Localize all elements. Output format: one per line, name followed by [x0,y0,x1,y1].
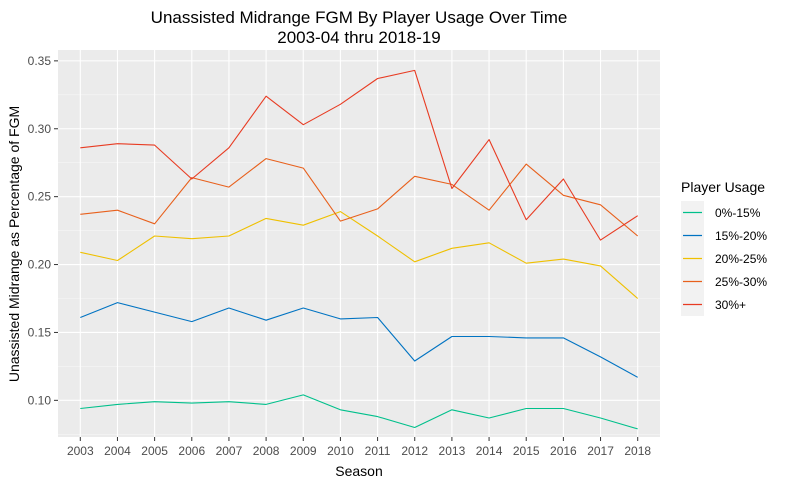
series-line [80,394,638,430]
legend-label: 25%-30% [715,275,767,289]
legend-label: 15%-20% [715,229,767,243]
legend-label: 20%-25% [715,252,767,266]
x-tick-label: 2012 [401,444,428,458]
x-tick-label: 2003 [67,444,94,458]
x-tick-label: 2004 [104,444,131,458]
legend-label: 0%-15% [715,206,761,220]
chart-subtitle: 2003-04 thru 2018-19 [277,28,441,47]
series-line [80,69,639,241]
x-axis-title: Season [335,463,382,479]
y-tick-label: 0.15 [28,325,52,339]
x-tick-label: 2010 [327,444,354,458]
y-tick-label: 0.35 [28,54,52,68]
x-axis: 2003 2004 2005 2006 2007 2008 2009 2010 2011 2012… [67,437,651,458]
x-tick-label: 2014 [476,444,503,458]
x-tick-label: 2013 [439,444,466,458]
x-tick-label: 2007 [216,444,243,458]
legend: Player Usage 0%-15% 15%-20% 20%-25% 25%-30%… [681,179,767,316]
x-tick-label: 2008 [253,444,280,458]
y-axis-title: Unassisted Midrange as Percentage of FGM [6,106,22,382]
x-tick-label: 2006 [178,444,205,458]
y-tick-label: 0.10 [28,393,52,407]
series-lines [80,69,639,430]
chart-title: Unassisted Midrange FGM By Player Usage … [151,8,568,27]
y-tick-label: 0.20 [28,258,52,272]
legend-title: Player Usage [681,179,765,195]
major-gridlines [58,50,660,437]
y-tick-label: 0.25 [28,190,52,204]
x-tick-label: 2011 [365,444,391,458]
y-tick-label: 0.30 [28,122,52,136]
series-line [80,158,639,237]
legend-label: 30%+ [715,298,746,312]
x-tick-label: 2015 [513,444,540,458]
series-line [80,302,638,378]
y-axis: 0.10 0.15 0.20 0.25 0.30 0.35 [28,54,58,407]
plot-panel [58,50,660,437]
x-tick-label: 2005 [141,444,168,458]
series-line [80,211,639,299]
x-tick-label: 2018 [624,444,651,458]
minor-gridlines [58,94,660,435]
x-tick-label: 2016 [550,444,577,458]
x-tick-label: 2009 [290,444,317,458]
x-tick-label: 2017 [587,444,614,458]
